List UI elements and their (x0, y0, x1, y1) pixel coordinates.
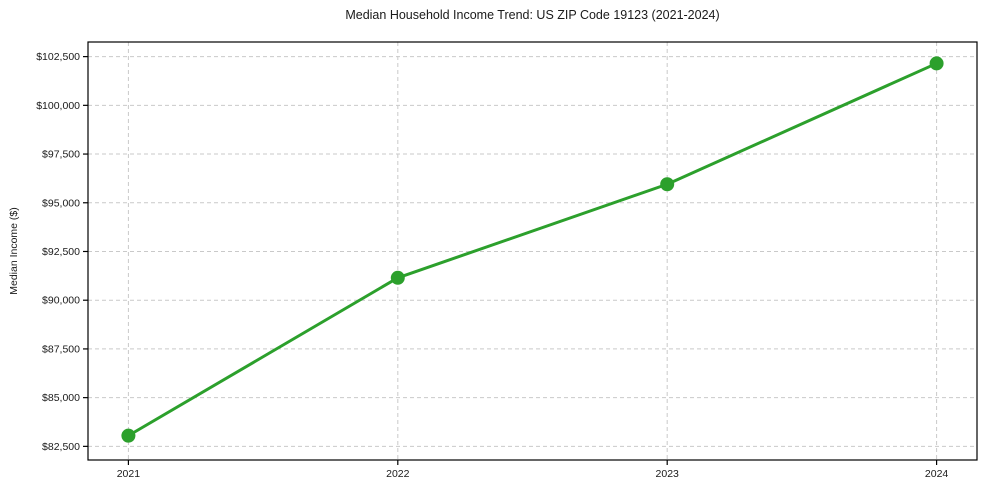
y-tick-label: $102,500 (36, 51, 80, 63)
data-point-marker (121, 428, 136, 443)
data-point-marker (660, 177, 675, 192)
chart-title: Median Household Income Trend: US ZIP Co… (345, 8, 720, 22)
income-trend-line (126, 61, 939, 438)
data-point-marker (390, 270, 405, 285)
x-tick-label: 2024 (925, 468, 949, 480)
x-tick-label: 2021 (117, 468, 141, 480)
y-tick-label: $87,500 (42, 343, 80, 355)
y-tick-label: $95,000 (42, 197, 80, 209)
y-tick-label: $92,500 (42, 246, 80, 258)
x-tick-label: 2023 (656, 468, 680, 480)
y-tick-label: $97,500 (42, 149, 80, 161)
y-tick-label: $82,500 (42, 441, 80, 453)
y-tick-label: $90,000 (42, 295, 80, 307)
data-point-marker (929, 56, 944, 71)
axes-frame (87, 41, 978, 461)
y-tick-label: $85,000 (42, 392, 80, 404)
x-tick-label: 2022 (386, 468, 410, 480)
y-tick-label: $100,000 (36, 100, 80, 112)
